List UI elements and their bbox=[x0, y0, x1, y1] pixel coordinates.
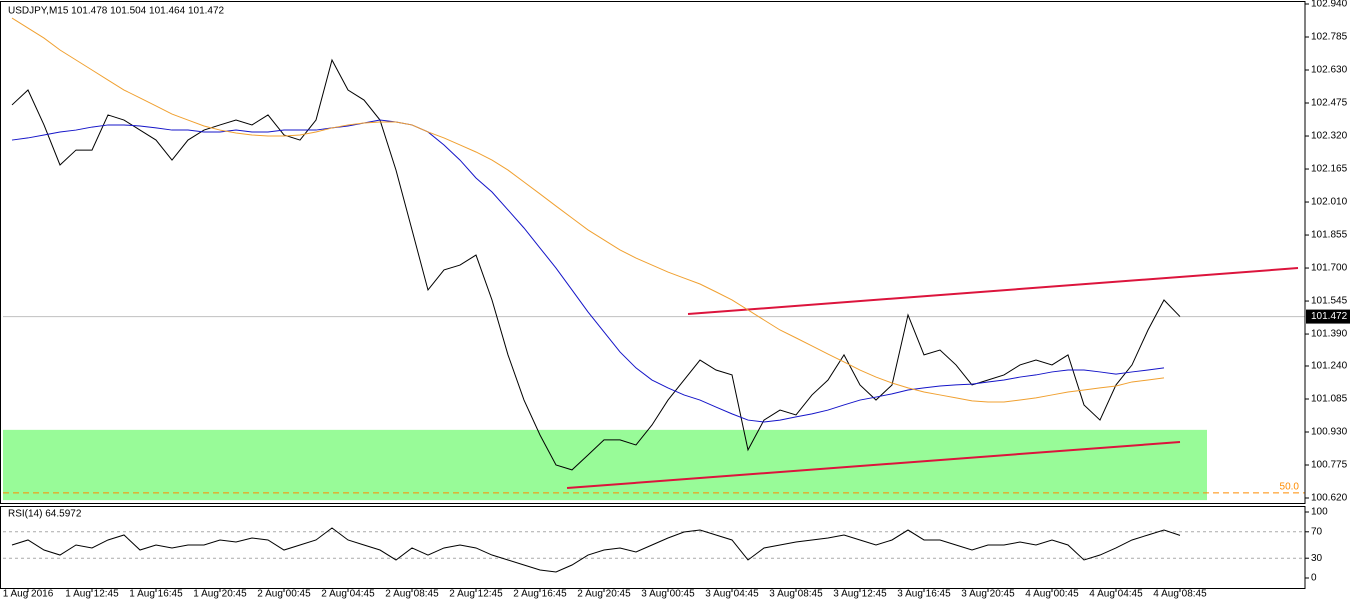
x-tick-label: 3 Aug 00:45 bbox=[641, 589, 695, 600]
x-tick-label: 2 Aug 12:45 bbox=[449, 589, 503, 600]
y-tick-label: 100 bbox=[1311, 507, 1328, 518]
trend-line bbox=[687, 267, 1299, 316]
x-tick-label: 1 Aug 12:45 bbox=[65, 589, 119, 600]
x-tick-label: 3 Aug 12:45 bbox=[833, 589, 887, 600]
x-tick-label: 4 Aug 00:45 bbox=[1025, 589, 1079, 600]
y-tick-label: 102.010 bbox=[1311, 197, 1348, 208]
x-tick-label: 2 Aug 04:45 bbox=[321, 589, 375, 600]
y-tick-label: 102.475 bbox=[1311, 98, 1348, 109]
x-tick-label: 4 Aug 04:45 bbox=[1089, 589, 1143, 600]
y-tick-label: 101.545 bbox=[1311, 296, 1348, 307]
data-line bbox=[11, 527, 1181, 573]
x-tick-label: 3 Aug 16:45 bbox=[897, 589, 951, 600]
y-tick-label: 102.785 bbox=[1311, 32, 1348, 43]
panel-frame bbox=[0, 1, 1306, 504]
data-line bbox=[11, 17, 1165, 403]
data-line bbox=[11, 58, 1181, 471]
y-tick-label: 102.165 bbox=[1311, 164, 1348, 175]
rsi-title: RSI(14) 64.5972 bbox=[8, 509, 82, 520]
y-tick-label: 101.085 bbox=[1311, 394, 1348, 405]
x-tick-label: 1 Aug 2016 bbox=[3, 589, 54, 600]
y-tick-label: 70 bbox=[1311, 526, 1323, 537]
trend-line bbox=[566, 441, 1181, 489]
y-tick-label: 101.390 bbox=[1311, 329, 1348, 340]
x-tick-label: 2 Aug 16:45 bbox=[513, 589, 567, 600]
x-tick-label: 2 Aug 20:45 bbox=[577, 589, 631, 600]
x-tick-label: 1 Aug 20:45 bbox=[193, 589, 247, 600]
y-tick-label: 100.775 bbox=[1311, 460, 1348, 471]
x-tick-label: 3 Aug 20:45 bbox=[961, 589, 1015, 600]
level-label: 50.0 bbox=[1280, 482, 1300, 493]
zone bbox=[3, 429, 1207, 501]
y-tick-label: 0 bbox=[1311, 573, 1317, 584]
panel-frame bbox=[0, 506, 1306, 589]
x-tick-label: 2 Aug 00:45 bbox=[257, 589, 311, 600]
x-tick-label: 4 Aug 08:45 bbox=[1153, 589, 1207, 600]
x-tick-label: 3 Aug 04:45 bbox=[705, 589, 759, 600]
x-tick-label: 3 Aug 08:45 bbox=[769, 589, 823, 600]
data-line bbox=[11, 119, 1165, 423]
y-tick-label: 100.930 bbox=[1311, 427, 1348, 438]
y-tick-label: 102.940 bbox=[1311, 0, 1348, 10]
last-price-box bbox=[1306, 309, 1350, 324]
y-tick-label: 102.320 bbox=[1311, 131, 1348, 142]
y-tick-label: 101.240 bbox=[1311, 361, 1348, 372]
y-tick-label: 102.630 bbox=[1311, 65, 1348, 76]
y-tick-label: 30 bbox=[1311, 553, 1323, 564]
y-tick-label: 100.620 bbox=[1311, 493, 1348, 504]
x-tick-label: 2 Aug 08:45 bbox=[385, 589, 439, 600]
last-price-label: 101.472 bbox=[1311, 311, 1348, 322]
chart-title: USDJPY,M15 101.478 101.504 101.464 101.4… bbox=[8, 6, 225, 17]
y-tick-label: 101.700 bbox=[1311, 263, 1348, 274]
x-tick-label: 1 Aug 16:45 bbox=[129, 589, 183, 600]
y-tick-label: 101.855 bbox=[1311, 230, 1348, 241]
